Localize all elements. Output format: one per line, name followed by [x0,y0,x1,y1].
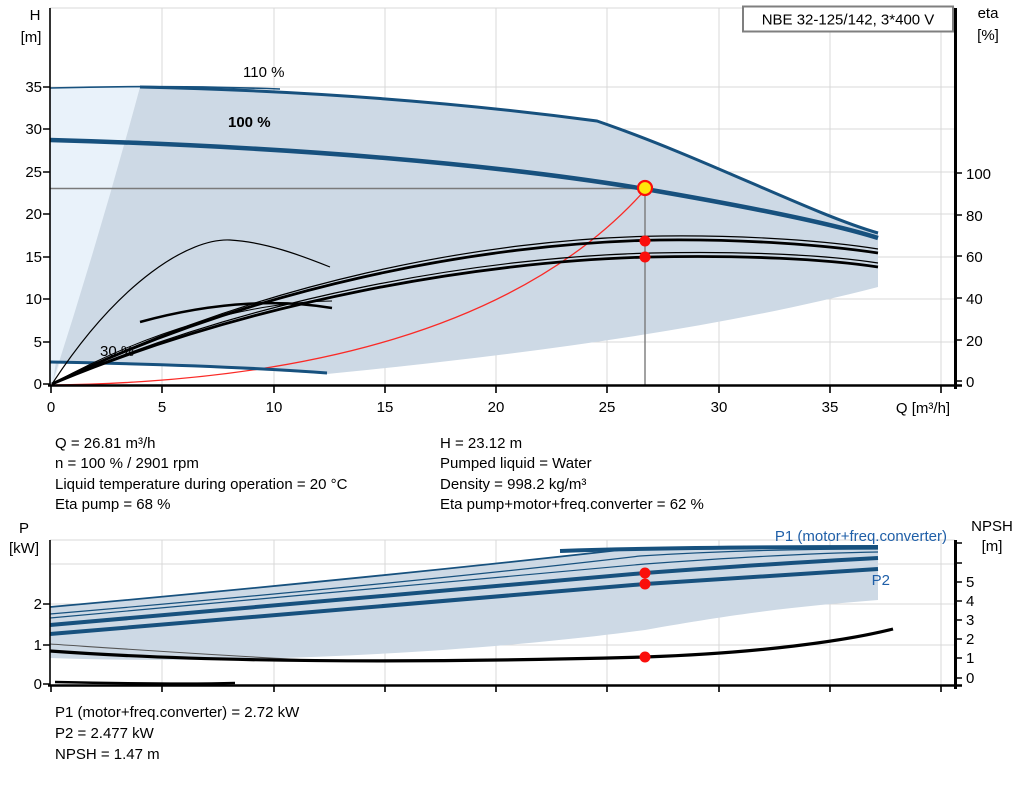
qh-right-axis-ticks [955,172,962,382]
eta-pump-curve [51,238,879,386]
eta-axis-title: eta [978,5,1000,22]
q-tick-label: 0 [47,399,55,416]
info-line: H = 23.12 m [440,435,522,452]
h-tick-label: 35 [25,79,42,96]
eta-total-curve [51,255,879,386]
p-axis-unit: [kW] [9,540,39,557]
eta-tick-label: 40 [966,291,983,308]
h-tick-label: 5 [34,334,42,351]
duty-point-handle[interactable] [636,179,654,197]
q-tick-label: 10 [266,399,283,416]
p2-curve [49,567,879,636]
curve-100 [49,137,879,241]
q-axis-unit: Q [m³/h] [896,400,950,417]
npsh-axis-title: NPSH [971,518,1013,535]
h-tick-label: 0 [34,376,42,393]
q-tick-label: 30 [711,399,728,416]
info-line: Q = 26.81 m³/h [55,435,155,452]
npsh-tick-label: 4 [966,593,974,610]
npsh-tick-label: 2 [966,631,974,648]
npsh-axis-unit: [m] [982,538,1003,555]
power-envelope-region [50,546,878,660]
info-line: Eta pump+motor+freq.converter = 62 % [440,496,704,513]
npsh-tick-label: 5 [966,574,974,591]
pump-title-box [742,5,954,33]
q-tick-label: 5 [158,399,166,416]
q-tick-label: 25 [599,399,616,416]
p1-duty-dot [639,567,651,579]
power-left-axis-ticks [43,603,50,685]
eta-tick-label: 100 [966,166,991,183]
info-line: P2 = 2.477 kW [55,725,155,742]
p1-envelope-top-edge [49,549,621,608]
eta-reduced-speed-arc [51,239,331,385]
q-tick-label: 15 [377,399,394,416]
p-thin-line-2 [49,551,879,619]
npsh-duty-dot [639,651,651,663]
power-right-axis-ticks [955,542,962,679]
npsh-tick-label: 3 [966,612,974,629]
qh-envelope-region [53,87,878,381]
min-power-segment [54,680,236,685]
eta-total-curve-thin [51,251,879,385]
h-tick-label: 30 [25,121,42,138]
p1-curve [49,556,879,627]
eta-axis-unit: [%] [977,27,999,44]
info-line: Density = 998.2 kg/m³ [440,476,586,493]
speed-label-100: 100 % [228,114,271,131]
p2-curve-label: P2 [872,572,890,589]
h-tick-label: 25 [25,164,42,181]
h-axis-unit: [m] [21,29,42,46]
p1-max-plateau [559,545,879,553]
qh-bottom-axis-ticks [50,386,942,393]
pump-title: NBE 32-125/142, 3*400 V [762,12,935,29]
qh-chart: H [m] eta [%] 35 30 25 20 15 10 5 0 100 … [21,5,1000,417]
p2-duty-dot [639,578,651,590]
power-info: P1 (motor+freq.converter) = 2.72 kW P2 =… [55,704,300,763]
power-npsh-chart: P [kW] NPSH [m] 2 1 0 5 4 3 2 1 0 P1 (mo… [9,518,1013,693]
q-tick-label: 20 [488,399,505,416]
h-tick-label: 20 [25,206,42,223]
eta-tick-label: 20 [966,333,983,350]
p-thin-line-1 [49,548,879,615]
info-line: n = 100 % / 2901 rpm [55,455,199,472]
npsh-tick-label: 1 [966,650,974,667]
speed-label-30: 30 % [100,343,134,360]
npsh-tick-label: 0 [966,670,974,687]
qh-envelope-light-region [50,87,140,385]
eta-pump-duty-dot [639,235,651,247]
info-line: NPSH = 1.47 m [55,746,160,763]
qh-left-axis-ticks [43,86,50,385]
eta-total-duty-dot [639,251,651,263]
npsh-curve [49,627,894,663]
operating-point-info: Q = 26.81 m³/h n = 100 % / 2901 rpm Liqu… [55,435,704,513]
info-line: Pumped liquid = Water [440,455,592,472]
q-tick-label: 35 [822,399,839,416]
h-tick-label: 15 [25,249,42,266]
p-tick-label: 1 [34,637,42,654]
h-axis-title: H [30,7,41,24]
p-tick-label: 2 [34,596,42,613]
info-line: Eta pump = 68 % [55,496,171,513]
curve-min-speed [49,360,328,375]
duty-crosshair [50,187,646,385]
speed-label-110: 110 % [243,64,284,81]
info-line: P1 (motor+freq.converter) = 2.72 kW [55,704,300,721]
info-line: Liquid temperature during operation = 20… [55,476,348,493]
curve-110 [139,85,879,235]
eta-pump-curve-thin [51,235,879,385]
p-axis-title: P [19,520,29,537]
eta-tick-label: 60 [966,249,983,266]
power-bottom-axis-ticks [50,686,942,692]
eta-tick-label: 0 [966,374,974,391]
h-tick-label: 10 [25,291,42,308]
eta-tick-label: 80 [966,208,983,225]
p1-curve-label: P1 (motor+freq.converter) [775,528,947,545]
eta-crossing-segment [139,301,333,324]
p-tick-label: 0 [34,676,42,693]
